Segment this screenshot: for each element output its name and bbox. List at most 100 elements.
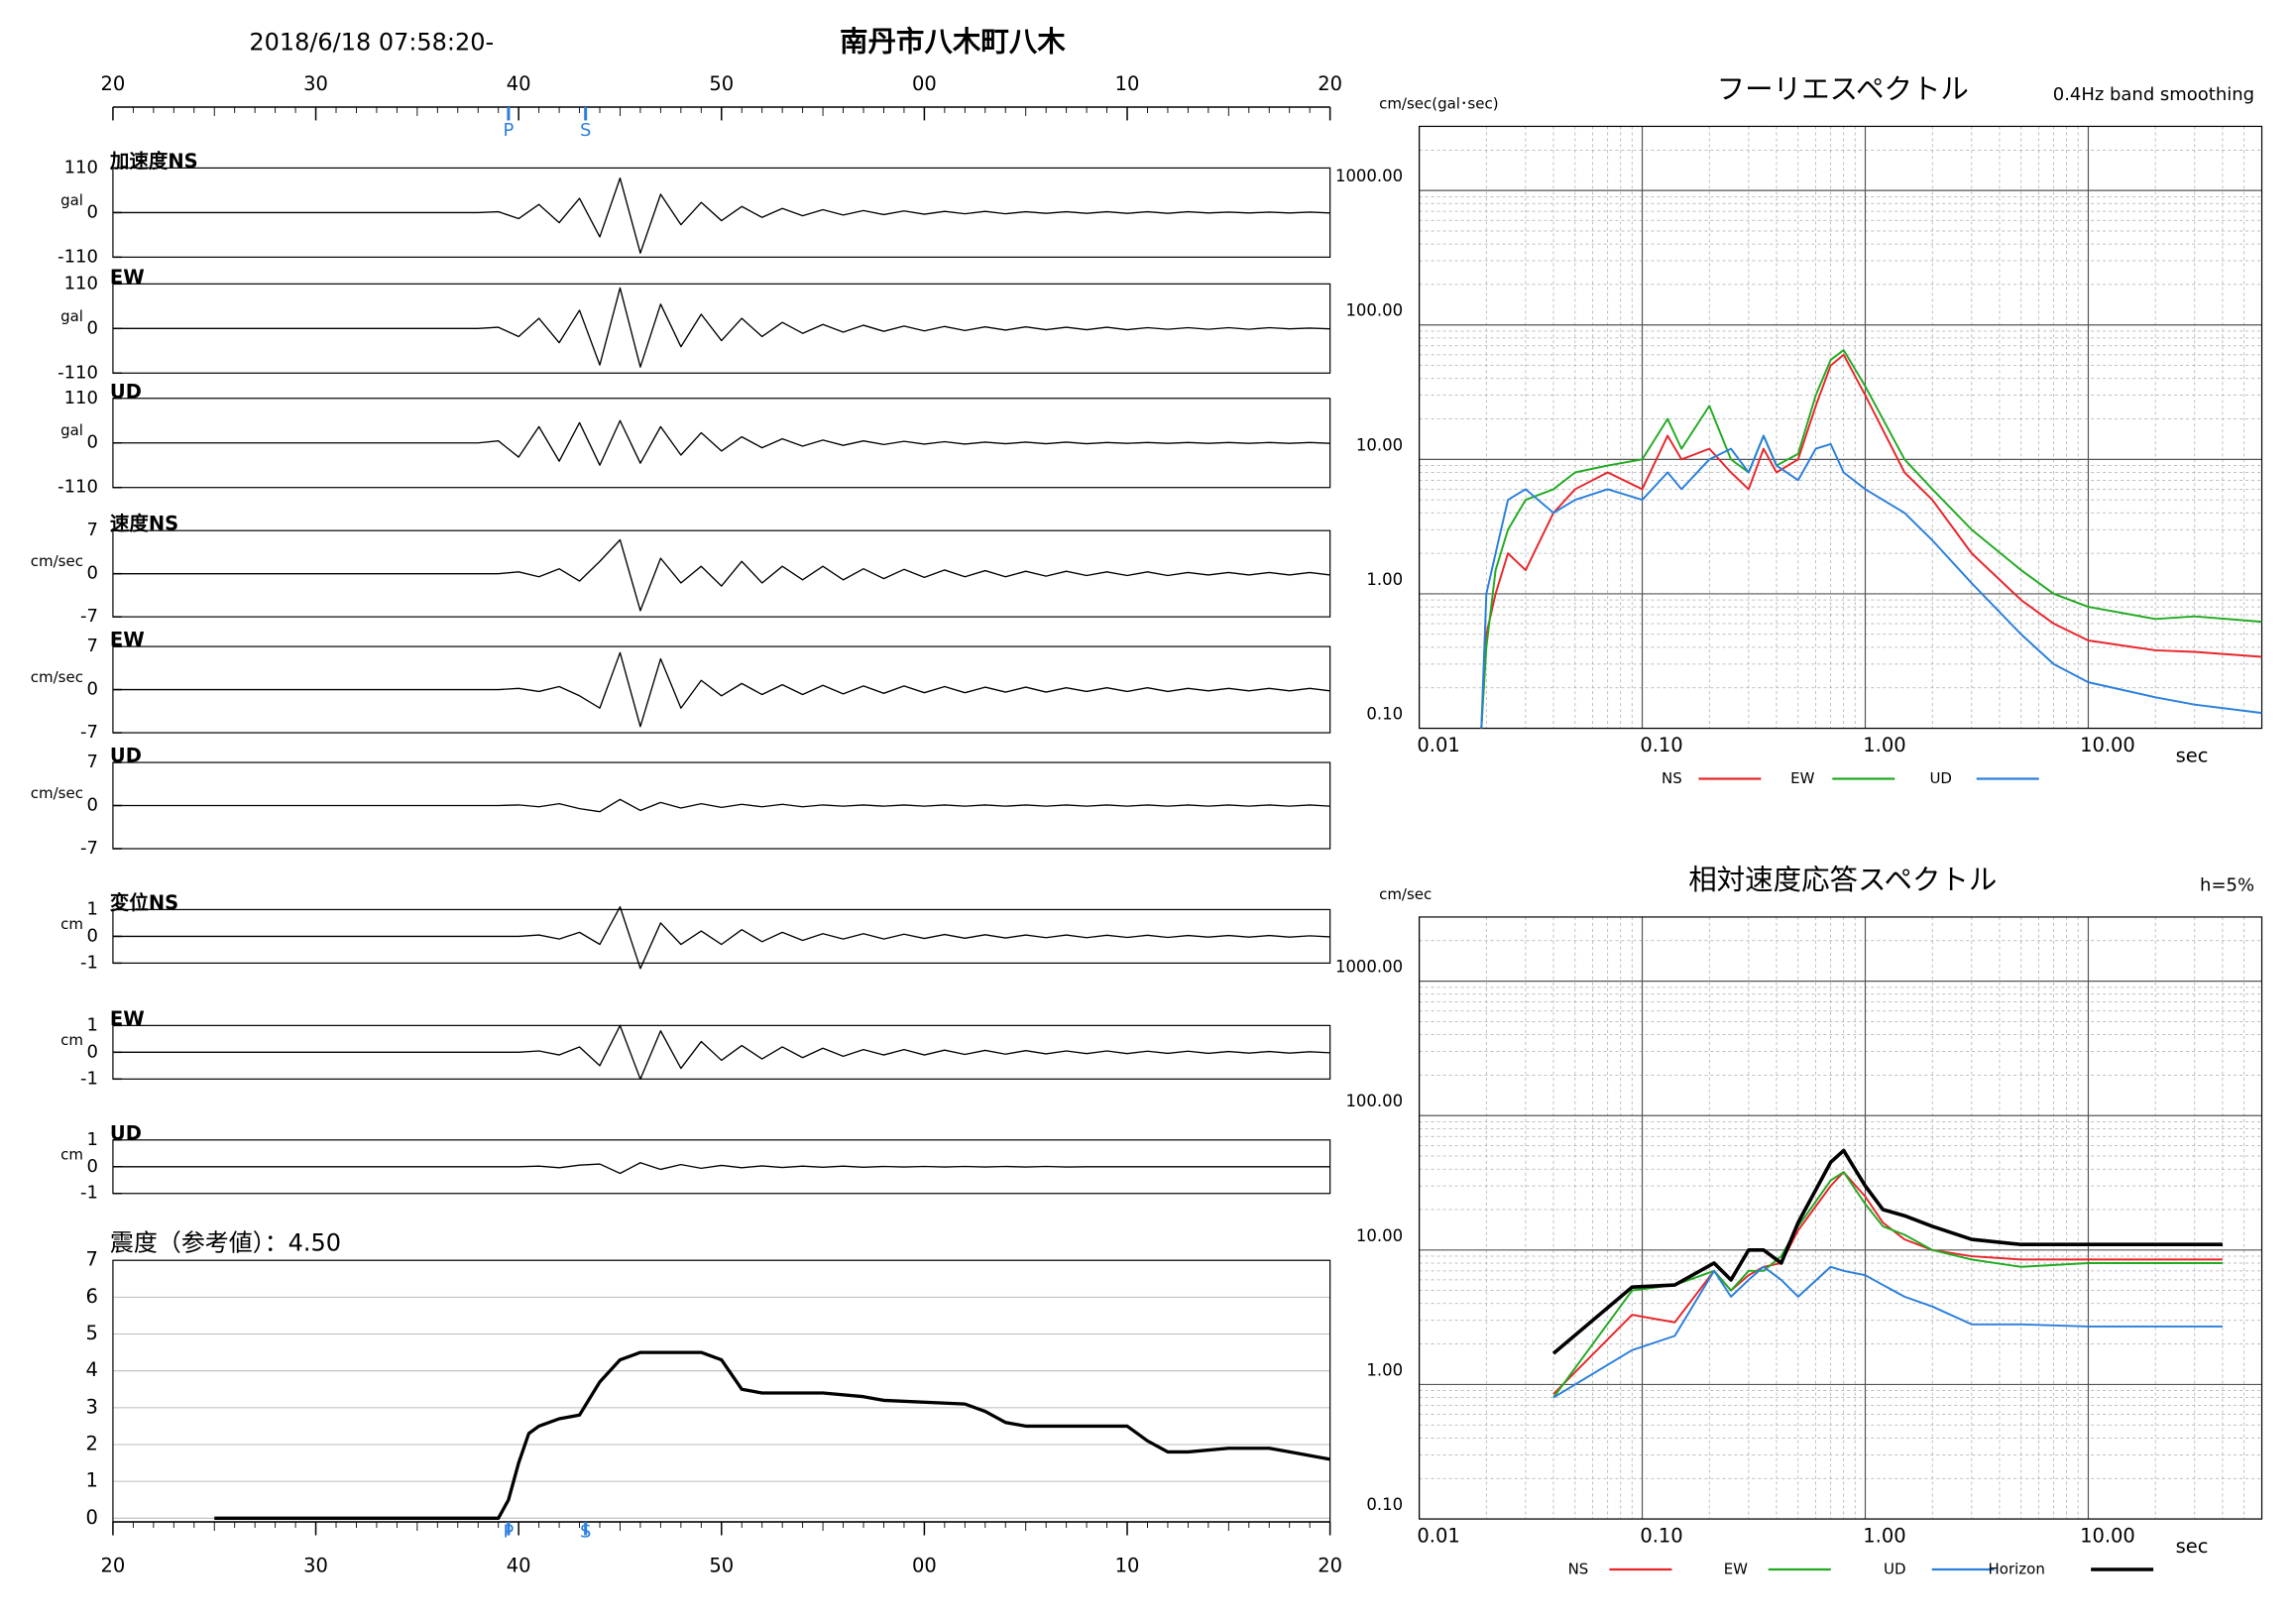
y-tick-label: 1000.00 (1335, 958, 1403, 977)
phase-label: P (504, 1522, 515, 1543)
time-tick-label: 20 (101, 1555, 126, 1577)
y-tick-label: 10.00 (1356, 1226, 1403, 1245)
y-tick-label: -1 (80, 1068, 98, 1089)
y-tick-label: 100.00 (1345, 1092, 1403, 1110)
y-tick-label: -110 (57, 477, 98, 498)
y-tick-label: 3 (86, 1395, 98, 1418)
time-tick-label: 40 (507, 1555, 531, 1577)
y-tick-label: 110 (64, 157, 98, 177)
spectrum-line (1480, 434, 2262, 729)
trace-unit: gal (60, 421, 83, 439)
phase-label: S (580, 1522, 591, 1543)
waveform (112, 1024, 1330, 1080)
y-tick-label: 0.10 (1366, 705, 1403, 724)
trace-label: 加速度NS (109, 150, 198, 173)
datetime: 2018/6/18 07:58:20- (249, 29, 494, 57)
time-tick-label: 20 (1318, 72, 1342, 95)
y-tick-label: 0 (86, 563, 97, 584)
waveform (112, 176, 1330, 254)
y-tick-label: 2 (86, 1433, 98, 1455)
y-unit: cm/sec(gal･sec) (1379, 94, 1498, 112)
spectrum-frame (1418, 916, 2263, 1520)
x-tick-label: 10.00 (2080, 734, 2135, 756)
y-tick-label: 1 (86, 1129, 97, 1150)
trace-unit: gal (60, 191, 83, 209)
y-tick-label: 0 (86, 925, 97, 946)
x-tick-label: 0.10 (1640, 734, 1682, 756)
y-tick-label: -1 (80, 952, 98, 973)
time-tick-label: 20 (1318, 1555, 1342, 1577)
spectrum-line (1552, 1171, 2223, 1395)
waveform (112, 287, 1330, 368)
y-tick-label: -7 (80, 838, 98, 859)
legend-label: EW (1724, 1561, 1748, 1578)
y-tick-label: 110 (64, 273, 98, 293)
y-tick-label: 7 (86, 1248, 98, 1271)
y-unit: cm/sec (1379, 885, 1432, 903)
y-tick-label: -110 (57, 246, 98, 267)
trace-label: 速度NS (110, 513, 178, 535)
trace-label: 変位NS (110, 891, 178, 914)
x-axis-label: sec (2176, 745, 2209, 767)
time-tick-label: 30 (303, 1555, 328, 1577)
time-tick-label: 00 (912, 72, 937, 95)
x-tick-label: 0.01 (1417, 734, 1459, 756)
trace-unit: cm (60, 1031, 83, 1049)
spectrum-line (1551, 1148, 2223, 1355)
trace-unit: cm/sec (31, 668, 83, 686)
legend-label: NS (1568, 1561, 1589, 1578)
y-tick-label: 0.10 (1366, 1495, 1403, 1514)
y-tick-label: 110 (64, 388, 98, 408)
x-tick-label: 0.10 (1640, 1525, 1682, 1548)
trace-label: UD (110, 380, 142, 403)
time-tick-label: 40 (507, 72, 531, 95)
y-tick-label: 0 (86, 1506, 98, 1529)
spectrum-frame (1418, 125, 2263, 730)
y-tick-label: -110 (57, 362, 98, 383)
waveform (112, 798, 1330, 813)
spectrum-title: フーリエスペクトル (1717, 72, 1969, 105)
intensity-title: 震度（参考値）：4.50 (110, 1229, 341, 1257)
legend-label: NS (1662, 769, 1682, 787)
y-tick-label: 5 (86, 1322, 98, 1344)
y-tick-label: 1 (86, 1014, 97, 1035)
y-tick-label: 1 (86, 1469, 98, 1492)
y-tick-label: 4 (86, 1358, 98, 1381)
trace-unit: cm/sec (31, 552, 83, 570)
spectrum-note: h=5% (2200, 874, 2254, 895)
time-tick-label: 00 (912, 1555, 937, 1577)
y-tick-label: 0 (86, 201, 97, 222)
y-tick-label: 100.00 (1345, 301, 1403, 320)
y-tick-label: 7 (86, 520, 97, 540)
trace-label: EW (110, 1007, 145, 1030)
spectrum-note: 0.4Hz band smoothing (2053, 84, 2254, 105)
y-tick-label: 1.00 (1366, 570, 1403, 589)
trace-label: EW (110, 629, 145, 651)
spectrum-title: 相対速度応答スペクトル (1688, 864, 1997, 896)
y-tick-label: 0 (86, 432, 97, 453)
trace-label: EW (110, 266, 145, 289)
y-tick-label: -1 (80, 1183, 98, 1204)
y-tick-label: 0 (86, 795, 97, 816)
y-tick-label: 1.00 (1366, 1360, 1403, 1379)
time-tick-label: 50 (709, 1555, 734, 1577)
time-tick-label: 10 (1115, 72, 1140, 95)
waveform (112, 538, 1330, 612)
y-tick-label: 10.00 (1356, 435, 1403, 454)
waveform (112, 651, 1330, 728)
x-tick-label: 0.01 (1417, 1525, 1459, 1548)
x-tick-label: 10.00 (2080, 1525, 2135, 1548)
time-tick-label: 20 (101, 72, 126, 95)
trace-label: UD (110, 1121, 142, 1144)
y-tick-label: 0 (86, 317, 97, 338)
x-tick-label: 1.00 (1863, 1525, 1905, 1548)
time-tick-label: 10 (1115, 1555, 1140, 1577)
station: 南丹市八木町八木 (840, 26, 1066, 58)
intensity-line (214, 1350, 1330, 1520)
y-tick-label: 7 (86, 636, 97, 656)
y-tick-label: -7 (80, 606, 98, 627)
y-tick-label: 7 (86, 752, 97, 772)
y-tick-label: 1 (86, 898, 97, 919)
time-tick-label: 30 (303, 72, 328, 95)
